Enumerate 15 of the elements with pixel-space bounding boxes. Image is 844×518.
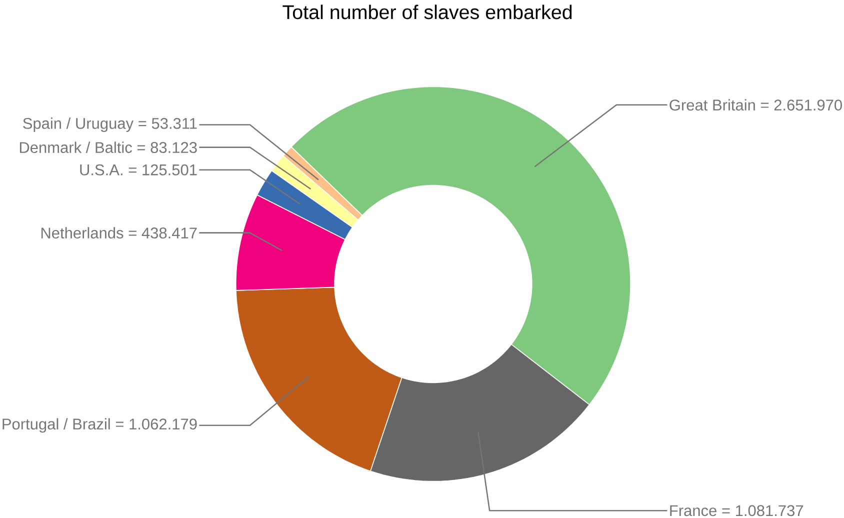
- data-label: = 125.501: [128, 164, 197, 176]
- data-label: = 83.123: [137, 142, 197, 154]
- data-label: = 53.311: [138, 118, 197, 130]
- slice-label: Spain / Uruguay: [23, 118, 134, 132]
- data-label: = 1.062.179: [116, 418, 197, 430]
- slice-label: Great Britain: [670, 99, 755, 111]
- slice-label: Portugal / Brazil: [2, 418, 110, 433]
- data-label: = 438.417: [128, 228, 197, 239]
- slice-label: Netherlands: [41, 227, 124, 239]
- slice-label: U.S.A.: [80, 164, 122, 176]
- data-label: = 2.651.970: [761, 100, 842, 111]
- data-label: = 1.081.737: [722, 505, 804, 516]
- slice-label: Denmark / Baltic: [20, 142, 132, 154]
- slice-label: France: [670, 506, 716, 516]
- chart-title: Total number of slaves embarked: [282, 4, 572, 20]
